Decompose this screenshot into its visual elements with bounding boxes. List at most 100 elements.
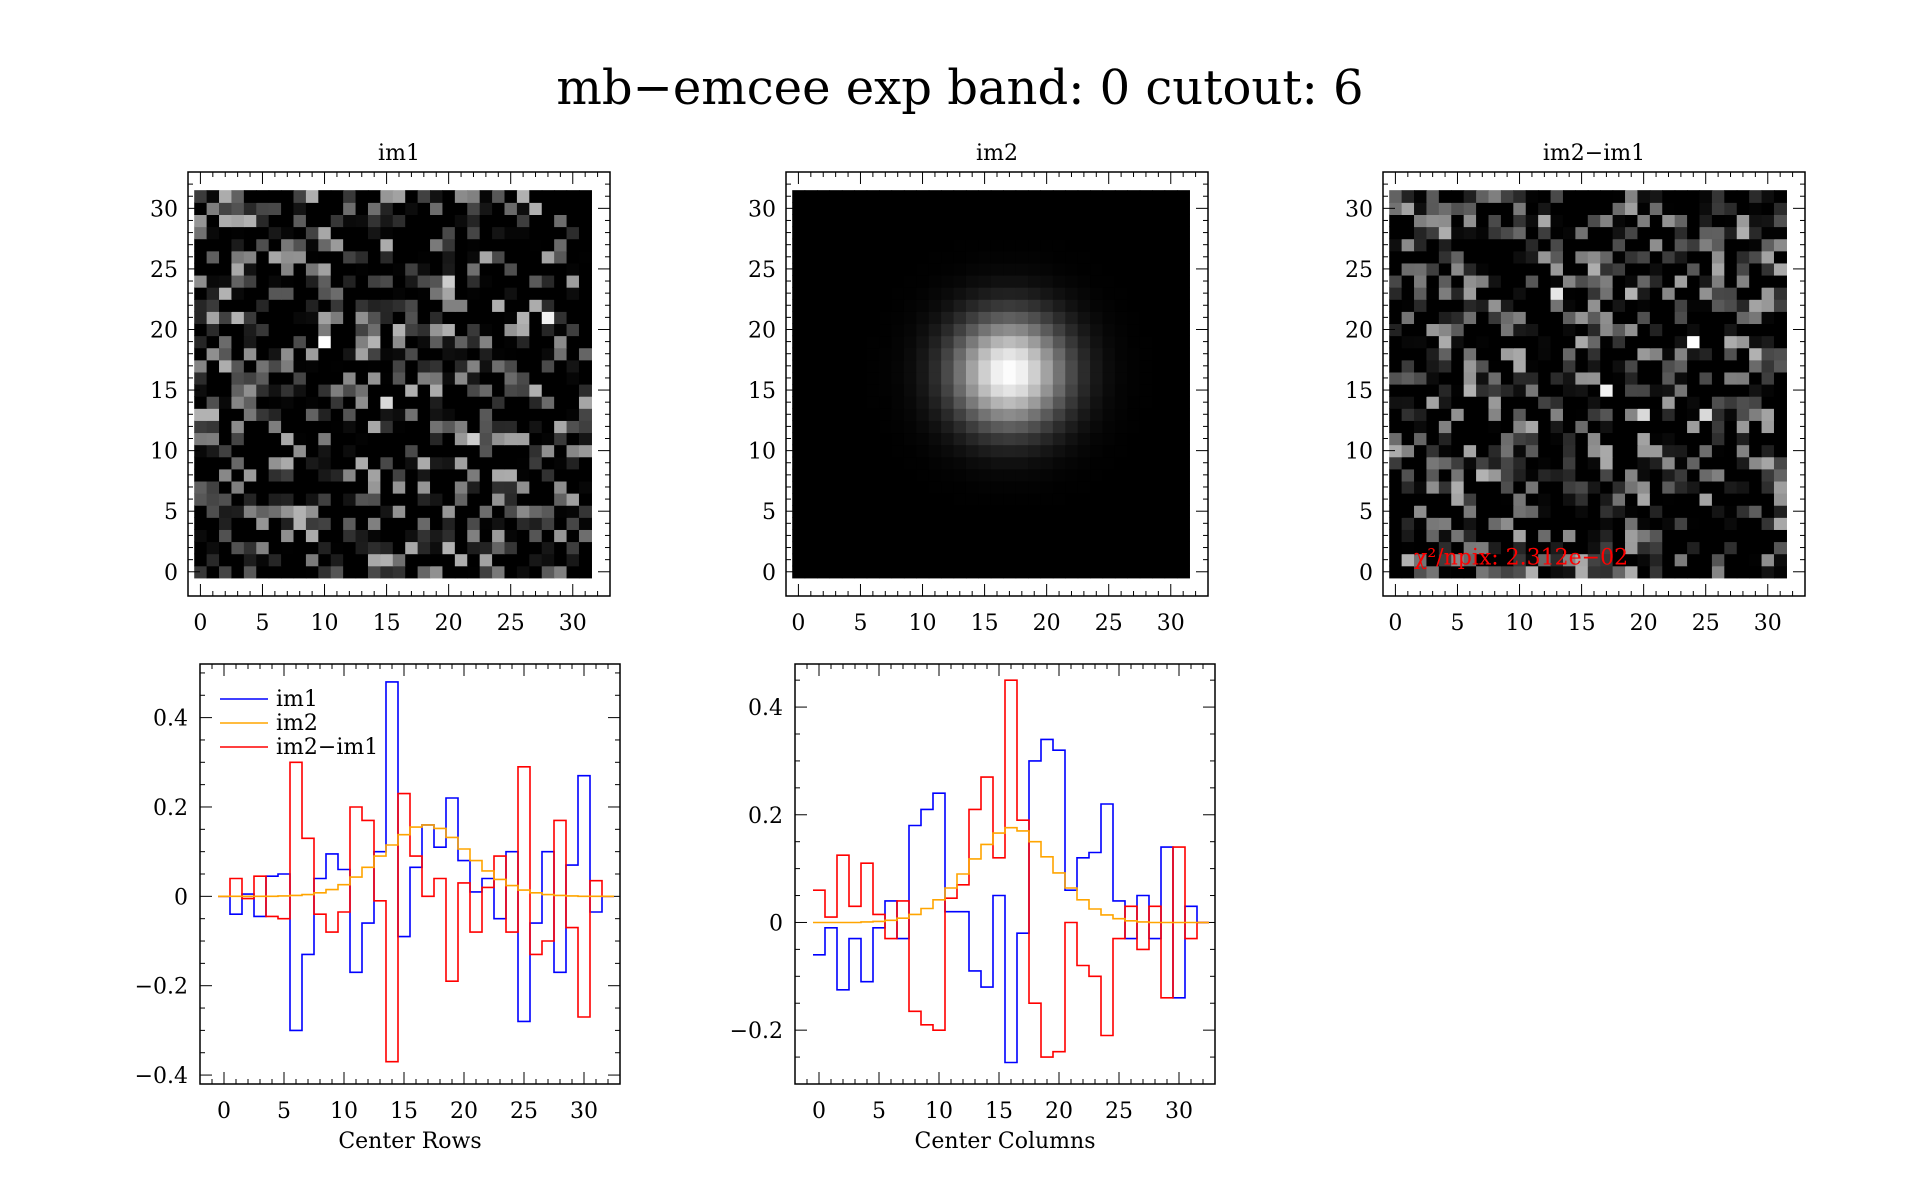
image-pixel — [578, 250, 592, 264]
image-pixel — [1426, 335, 1440, 349]
image-pixel — [854, 299, 868, 312]
image-pixel — [1102, 274, 1116, 288]
image-pixel — [1761, 214, 1775, 228]
image-pixel — [392, 396, 406, 409]
image-pixel — [928, 262, 942, 276]
image-pixel — [1749, 323, 1763, 337]
image-pixel — [1724, 371, 1738, 385]
image-pixel — [492, 214, 506, 228]
image-pixel — [1575, 202, 1589, 215]
image-pixel — [1711, 250, 1725, 264]
image-pixel — [1562, 493, 1576, 506]
image-pixel — [243, 299, 257, 312]
image-pixel — [1463, 335, 1477, 349]
image-pixel — [1003, 565, 1017, 579]
image-pixel — [1649, 517, 1663, 530]
image-pixel — [1761, 347, 1775, 361]
image-pixel — [1090, 323, 1104, 337]
image-pixel — [305, 335, 319, 349]
image-pixel — [1699, 299, 1713, 312]
image-pixel — [355, 408, 369, 421]
image-pixel — [1114, 505, 1128, 518]
image-pixel — [231, 408, 245, 421]
image-pixel — [256, 432, 270, 446]
image-pixel — [1662, 359, 1676, 373]
image-pixel — [541, 480, 555, 494]
image-pixel — [1065, 408, 1079, 421]
image-pixel — [454, 529, 468, 543]
image-pixel — [467, 287, 481, 300]
image-pixel — [1389, 226, 1403, 240]
image-pixel — [1500, 493, 1514, 506]
image-pixel — [1600, 420, 1614, 434]
image-pixel — [1438, 529, 1452, 543]
panel-title: im1 — [378, 141, 420, 166]
image-pixel — [1773, 432, 1787, 446]
image-pixel — [380, 226, 394, 240]
image-pixel — [829, 529, 843, 543]
image-pixel — [206, 190, 220, 203]
image-pixel — [281, 250, 295, 264]
image-pixel — [1699, 529, 1713, 543]
image-pixel — [578, 287, 592, 300]
image-pixel — [1015, 480, 1029, 494]
image-pixel — [367, 408, 381, 421]
image-pixel — [953, 541, 967, 555]
image-pixel — [841, 432, 855, 446]
image-pixel — [231, 565, 245, 579]
image-pixel — [866, 274, 880, 288]
image-pixel — [194, 335, 208, 349]
image-pixel — [1600, 529, 1614, 543]
image-pixel — [1463, 456, 1477, 470]
image-pixel — [231, 371, 245, 385]
image-pixel — [231, 553, 245, 567]
image-pixel — [817, 493, 831, 506]
image-pixel — [804, 226, 818, 240]
image-pixel — [1015, 432, 1029, 446]
image-pixel — [1077, 250, 1091, 264]
image-pixel — [268, 420, 282, 434]
image-pixel — [1724, 505, 1738, 518]
y-tick-label: 30 — [748, 197, 776, 222]
image-pixel — [479, 565, 493, 579]
image-pixel — [792, 541, 806, 555]
image-pixel — [256, 456, 270, 470]
image-pixel — [1476, 517, 1490, 530]
image-pixel — [1525, 553, 1539, 567]
image-pixel — [1414, 335, 1428, 349]
image-pixel — [1127, 311, 1141, 325]
image-pixel — [1612, 347, 1626, 361]
image-pixel — [1500, 311, 1514, 325]
image-pixel — [916, 493, 930, 506]
image-pixel — [1662, 347, 1676, 361]
image-pixel — [318, 347, 332, 361]
y-tick-label: 5 — [1359, 500, 1373, 525]
image-pixel — [928, 250, 942, 264]
image-pixel — [1003, 323, 1017, 337]
image-pixel — [1637, 420, 1651, 434]
image-pixel — [1612, 250, 1626, 264]
image-pixel — [941, 565, 955, 579]
image-pixel — [1600, 190, 1614, 203]
image-pixel — [1761, 517, 1775, 530]
image-pixel — [1114, 287, 1128, 300]
image-pixel — [829, 335, 843, 349]
image-pixel — [318, 408, 332, 421]
image-pixel — [541, 432, 555, 446]
image-pixel — [965, 323, 979, 337]
image-pixel — [442, 226, 456, 240]
image-pixel — [903, 299, 917, 312]
image-pixel — [380, 299, 394, 312]
image-pixel — [516, 238, 530, 252]
image-pixel — [928, 480, 942, 494]
image-pixel — [941, 238, 955, 252]
image-pixel — [330, 408, 344, 421]
image-pixel — [1612, 238, 1626, 252]
image-pixel — [492, 335, 506, 349]
image-pixel — [1625, 517, 1639, 530]
image-pixel — [866, 226, 880, 240]
image-pixel — [1749, 371, 1763, 385]
image-pixel — [1028, 299, 1042, 312]
image-pixel — [206, 456, 220, 470]
image-pixel — [1749, 384, 1763, 397]
